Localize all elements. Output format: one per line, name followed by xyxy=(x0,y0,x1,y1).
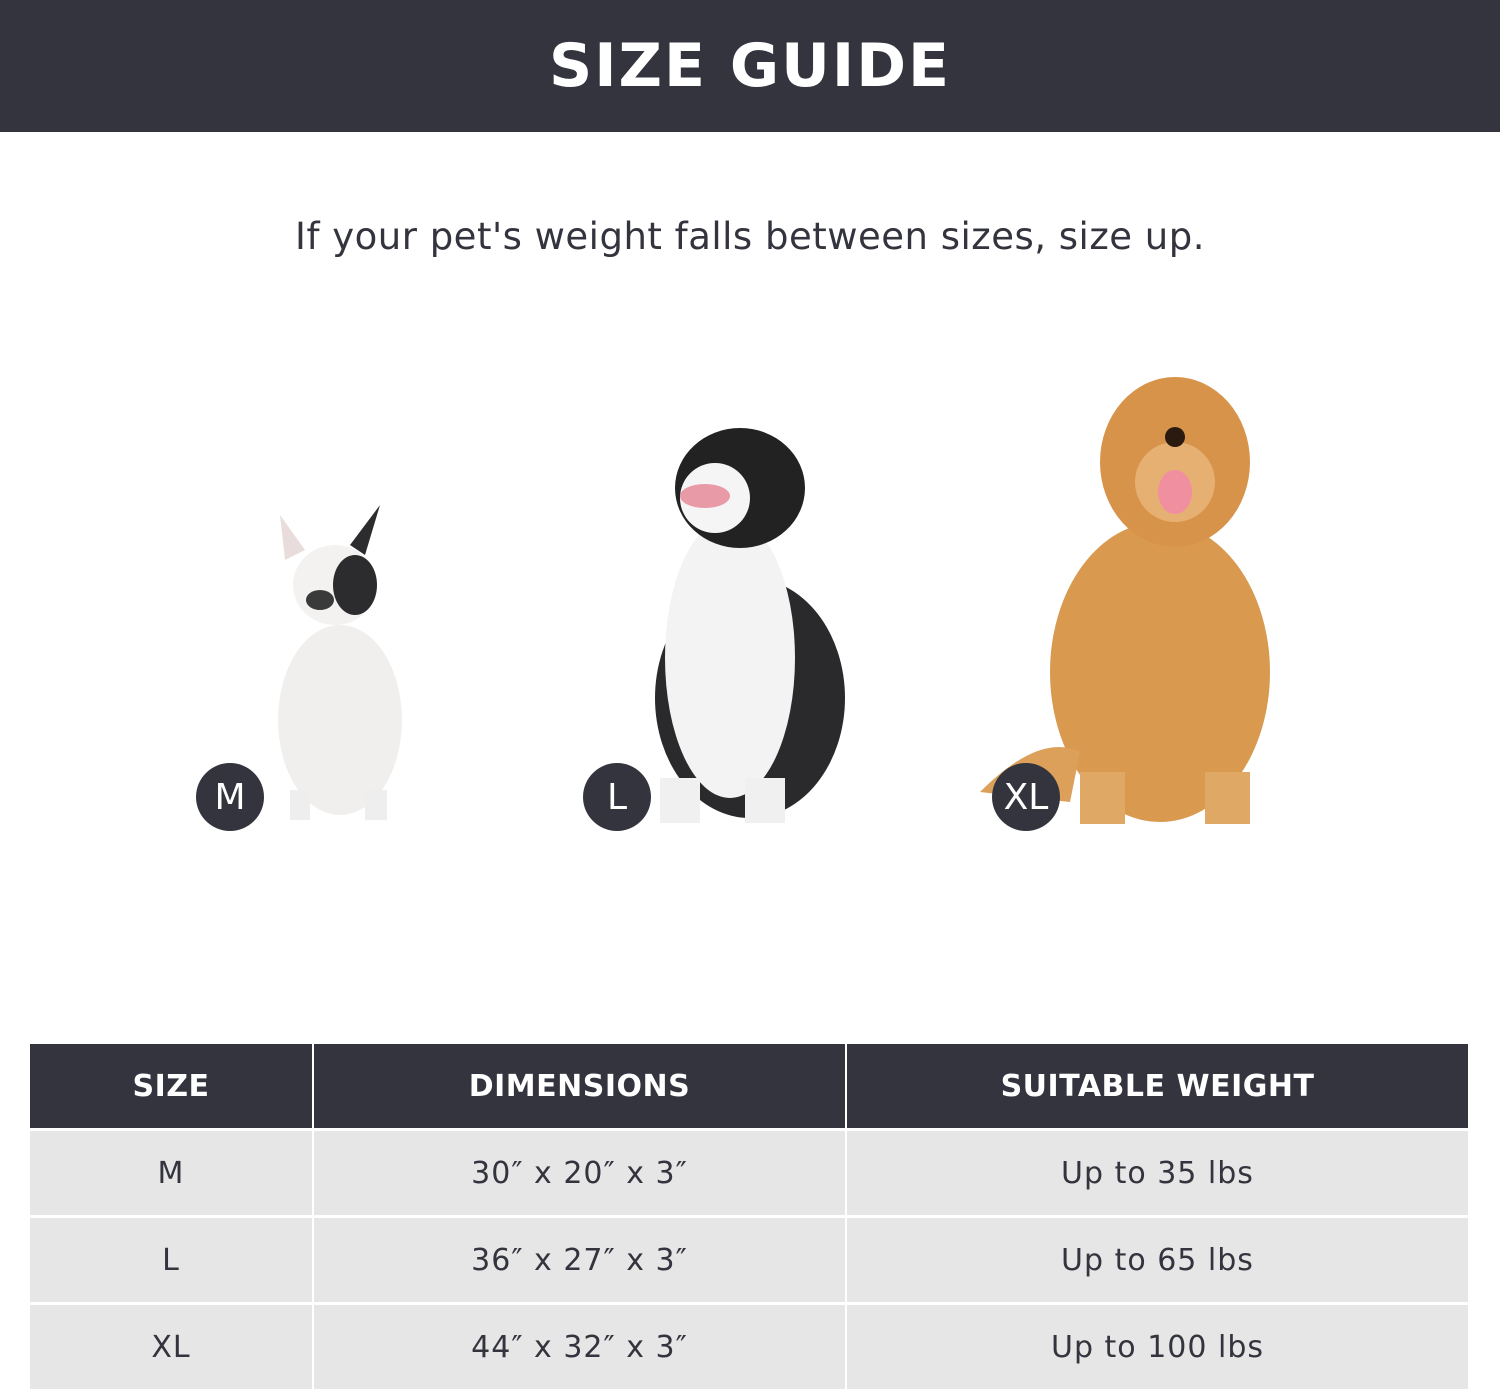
cell-weight: Up to 65 lbs xyxy=(846,1217,1468,1304)
cell-size: XL xyxy=(30,1304,313,1389)
size-badge-l: L xyxy=(583,763,651,831)
size-table: SIZE DIMENSIONS SUITABLE WEIGHT M 30″ x … xyxy=(30,1044,1468,1389)
header-size: SIZE xyxy=(30,1044,313,1130)
subtitle: If your pet's weight falls between sizes… xyxy=(0,215,1500,258)
cell-dimensions: 36″ x 27″ x 3″ xyxy=(313,1217,846,1304)
page-title: SIZE GUIDE xyxy=(549,31,951,101)
table-row: M 30″ x 20″ x 3″ Up to 35 lbs xyxy=(30,1130,1468,1217)
cell-weight: Up to 100 lbs xyxy=(846,1304,1468,1389)
header-suitable-weight: SUITABLE WEIGHT xyxy=(846,1044,1468,1130)
french-bulldog-image xyxy=(265,500,425,830)
table-row: XL 44″ x 32″ x 3″ Up to 100 lbs xyxy=(30,1304,1468,1389)
cell-size: M xyxy=(30,1130,313,1217)
table-header-row: SIZE DIMENSIONS SUITABLE WEIGHT xyxy=(30,1044,1468,1130)
border-collie-image xyxy=(650,418,860,830)
cell-dimensions: 44″ x 32″ x 3″ xyxy=(313,1304,846,1389)
size-badge-m: M xyxy=(196,763,264,831)
cell-dimensions: 30″ x 20″ x 3″ xyxy=(313,1130,846,1217)
size-badge-xl: XL xyxy=(992,763,1060,831)
header-dimensions: DIMENSIONS xyxy=(313,1044,846,1130)
cell-weight: Up to 35 lbs xyxy=(846,1130,1468,1217)
table-row: L 36″ x 27″ x 3″ Up to 65 lbs xyxy=(30,1217,1468,1304)
title-banner: SIZE GUIDE xyxy=(0,0,1500,132)
cell-size: L xyxy=(30,1217,313,1304)
